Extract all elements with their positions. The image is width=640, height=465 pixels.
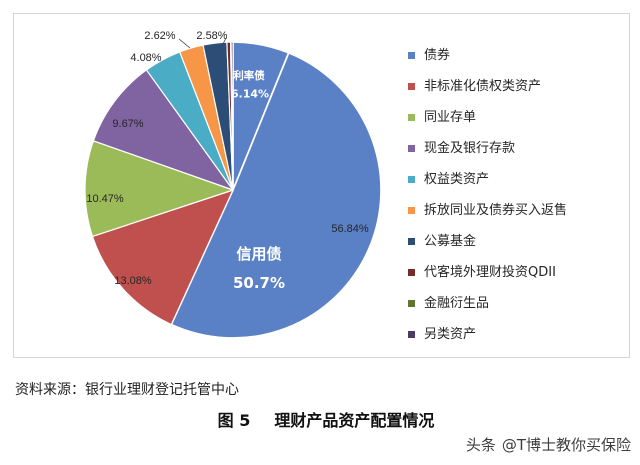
part-label-credit-bonds: 50.7% bbox=[233, 274, 285, 292]
legend-label: 公募基金 bbox=[424, 233, 477, 249]
legend-label: 权益类资产 bbox=[424, 171, 490, 187]
legend-label: 代客境外理财投资QDII bbox=[424, 264, 556, 280]
legend-label: 非标准化债权类资产 bbox=[424, 78, 542, 94]
legend-item-alternative-assets: 另类资产 bbox=[408, 319, 623, 350]
data-label-non-standard-debt: 13.08% bbox=[114, 275, 152, 287]
pie-chart: 56.84% 13.08% 10.47% 9.67% 4.08% 2.62% 2.58% 利率… bbox=[84, 30, 382, 339]
pie-slice-cash-and-deposits bbox=[92, 69, 234, 191]
watermark: 头条 @T博士教你买保险 bbox=[466, 435, 631, 455]
data-label-bonds: 56.84% bbox=[331, 223, 369, 235]
part-name-credit-bonds: 信用债 bbox=[236, 245, 281, 263]
data-label-equity-assets: 4.08% bbox=[130, 52, 161, 64]
leader-line-public-funds bbox=[222, 37, 227, 45]
legend-label: 金融衍生品 bbox=[424, 295, 490, 311]
watermark-brand: 头条 bbox=[465, 436, 496, 454]
part-label-rate-bonds: 6.14% bbox=[231, 88, 269, 101]
pie-slice-alternative-assets bbox=[230, 41, 234, 191]
part-name-rate-bonds: 利率债 bbox=[233, 69, 265, 82]
legend-swatch bbox=[408, 145, 415, 152]
legend-label: 同业存单 bbox=[424, 109, 477, 125]
pie-slices bbox=[84, 41, 382, 339]
figure-title: 理财产品资产配置情况 bbox=[274, 411, 435, 430]
legend-item-non-standard-debt: 非标准化债权类资产 bbox=[408, 71, 623, 102]
watermark-account: @T博士教你买保险 bbox=[501, 436, 631, 454]
legend-item-qdii: 代客境外理财投资QDII bbox=[408, 257, 623, 288]
legend-swatch bbox=[408, 176, 415, 183]
legend-swatch bbox=[408, 83, 415, 90]
legend-label: 拆放同业及债券买入返售 bbox=[424, 202, 568, 218]
data-label-interbank-cds: 10.47% bbox=[86, 193, 124, 205]
legend-swatch bbox=[408, 114, 415, 121]
legend-item-cash-and-deposits: 现金及银行存款 bbox=[408, 133, 623, 164]
legend-label: 另类资产 bbox=[424, 326, 477, 342]
legend-label: 现金及银行存款 bbox=[424, 140, 516, 156]
legend-swatch bbox=[408, 207, 415, 214]
legend-swatch bbox=[408, 331, 415, 338]
legend-swatch bbox=[408, 52, 415, 59]
leader-line-interbank-lending-and-repo bbox=[178, 38, 191, 49]
figure-caption: 图 5 理财产品资产配置情况 bbox=[0, 410, 640, 432]
legend-swatch bbox=[408, 300, 415, 307]
source-note: 资料来源：银行业理财登记托管中心 bbox=[15, 382, 239, 398]
pie-data-labels: 56.84% 13.08% 10.47% 9.67% 4.08% 2.62% 2.58% 利率… bbox=[86, 30, 369, 292]
legend-swatch bbox=[408, 269, 415, 276]
legend-label: 债券 bbox=[424, 47, 451, 63]
pie-slice-credit-bonds bbox=[170, 52, 382, 339]
legend-item-financial-derivatives: 金融衍生品 bbox=[408, 288, 623, 319]
pie-slice-interbank-cds bbox=[84, 140, 234, 238]
legend-item-interbank-lending-and-repo: 拆放同业及债券买入返售 bbox=[408, 195, 623, 226]
data-label-cash-and-deposits: 9.67% bbox=[112, 118, 143, 130]
legend-item-bonds: 债券 bbox=[408, 40, 623, 71]
legend-item-interbank-cds: 同业存单 bbox=[408, 102, 623, 133]
data-label-interbank-lending-and-repo: 2.62% bbox=[144, 30, 175, 42]
chart-legend: 债券 非标准化债权类资产 同业存单 现金及银行存款 权益类资产 拆放同业及债券买… bbox=[408, 40, 623, 350]
legend-item-public-funds: 公募基金 bbox=[408, 226, 623, 257]
data-label-public-funds: 2.58% bbox=[196, 30, 227, 42]
pie-slice-non-standard-debt bbox=[91, 189, 234, 326]
figure-number: 图 5 bbox=[217, 411, 251, 430]
legend-swatch bbox=[408, 238, 415, 245]
legend-item-equity-assets: 权益类资产 bbox=[408, 164, 623, 195]
